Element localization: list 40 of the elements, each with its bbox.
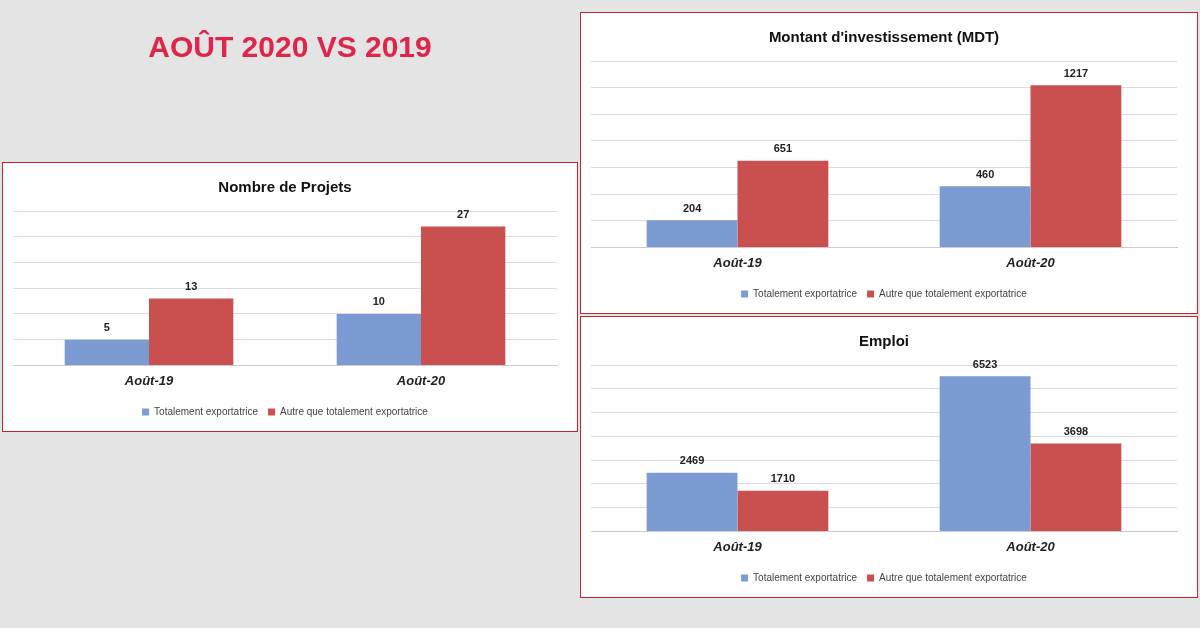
x-tick-label: Août-19 (712, 254, 763, 270)
bar (149, 298, 234, 365)
data-label: 204 (682, 201, 703, 214)
bar (421, 226, 506, 365)
bar (737, 160, 829, 247)
x-tick-label: Août-20 (1005, 538, 1056, 554)
x-tick-label: Août-20 (1005, 254, 1056, 270)
bar (336, 313, 421, 365)
bar (64, 339, 149, 365)
data-label: 651 (773, 142, 793, 155)
bar (1030, 443, 1122, 531)
legend-label: Autre que totalement exportatrice (879, 287, 1028, 299)
data-label: 1710 (770, 472, 796, 485)
data-label: 6523 (972, 357, 998, 370)
data-label: 10 (372, 295, 385, 308)
data-label: 2469 (679, 454, 705, 467)
chart-title: Emploi (858, 332, 910, 350)
data-label: 27 (457, 207, 470, 220)
bar (646, 220, 738, 247)
data-label: 13 (185, 280, 198, 293)
legend-label: Autre que totalement exportatrice (280, 405, 429, 417)
legend-label: Autre que totalement exportatrice (879, 571, 1028, 583)
chart-title: Nombre de Projets (218, 178, 352, 196)
x-tick-label: Août-19 (712, 538, 763, 554)
data-label: 460 (975, 167, 995, 180)
legend-label: Totalement exportatrice (154, 405, 259, 417)
legend-label: Totalement exportatrice (753, 571, 858, 583)
data-label: 5 (103, 321, 110, 334)
data-label: 3698 (1063, 425, 1089, 438)
bar (646, 472, 738, 531)
bar (737, 490, 829, 531)
legend-label: Totalement exportatrice (753, 287, 858, 299)
data-label: 1217 (1063, 66, 1089, 79)
bar (939, 376, 1031, 531)
x-tick-label: Août-19 (123, 372, 174, 388)
chart-title: Montant d'investissement (MDT) (768, 28, 1000, 46)
text: AOÛT 2020 VS 2019 (147, 30, 433, 64)
bar (939, 186, 1031, 247)
x-tick-label: Août-20 (395, 372, 446, 388)
bar (1030, 85, 1122, 247)
